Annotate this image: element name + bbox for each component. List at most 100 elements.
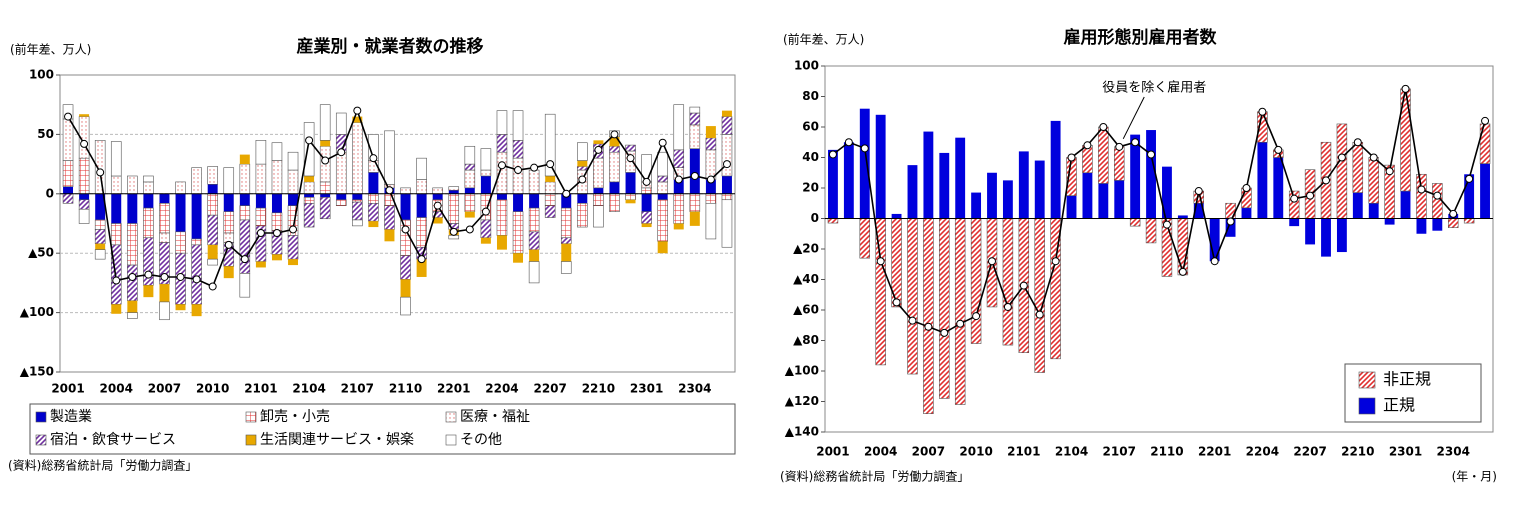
bar <box>577 160 588 167</box>
bar <box>496 199 508 236</box>
bar <box>480 148 492 171</box>
bar <box>143 285 154 298</box>
bar <box>1479 123 1491 164</box>
bar <box>255 207 267 227</box>
bar <box>400 219 411 256</box>
line-marker <box>1433 191 1442 200</box>
bar <box>1098 183 1109 219</box>
x-tick-label: 2107 <box>1103 445 1136 459</box>
bar <box>673 104 685 151</box>
annotation: 役員を除く雇用者 <box>1102 80 1206 96</box>
y-tick-label: ▲80 <box>793 333 819 347</box>
y-unit: (前年差、万人) <box>783 32 864 47</box>
bar <box>287 169 299 195</box>
bar <box>1002 218 1014 346</box>
bar <box>1352 141 1364 193</box>
bar <box>609 145 620 153</box>
bar <box>127 312 138 319</box>
bar <box>689 148 700 194</box>
bar <box>1018 151 1029 219</box>
source: (資料)総務省統計局「労働力調査」 <box>780 469 969 484</box>
bar <box>111 304 122 314</box>
bar <box>400 193 411 220</box>
bar <box>577 203 588 228</box>
legend-swatch <box>445 411 457 423</box>
line-marker <box>1242 184 1251 192</box>
y-tick-label: 100 <box>29 68 54 82</box>
legend-label: 宿泊・飲食サービス <box>50 431 176 448</box>
bar <box>609 136 620 147</box>
bar <box>544 193 556 206</box>
bar <box>891 213 902 219</box>
bar <box>1416 218 1427 234</box>
x-tick-label: 2104 <box>1055 445 1088 459</box>
bar <box>255 140 267 165</box>
bar <box>304 193 315 198</box>
bar <box>657 199 668 242</box>
bar <box>1257 142 1268 219</box>
line-marker <box>224 240 233 249</box>
bar <box>127 223 138 266</box>
line-marker <box>1178 267 1187 276</box>
line-marker <box>1131 138 1140 147</box>
bar <box>368 221 379 228</box>
bar <box>143 181 154 195</box>
legend-label: 正規 <box>1383 396 1415 415</box>
bar <box>127 193 138 224</box>
chart: 産業別・就業者数の推移(前年差、万人)(年・月)(資料)総務省統計局「労働力調査… <box>8 36 736 473</box>
bar <box>577 142 588 161</box>
line-marker <box>972 312 981 321</box>
plot-area <box>59 74 736 373</box>
bar <box>352 201 363 221</box>
bar <box>95 243 106 250</box>
line-marker <box>1306 191 1315 200</box>
line-marker <box>924 322 933 331</box>
line-marker <box>642 177 651 186</box>
bar <box>63 186 74 194</box>
bar <box>1002 180 1013 219</box>
bar <box>1289 218 1300 227</box>
x-unit: (年・月) <box>1452 470 1497 484</box>
bar <box>255 261 266 268</box>
bar <box>1305 218 1316 245</box>
bar <box>94 219 106 230</box>
bar <box>625 193 636 201</box>
line-marker <box>1194 187 1203 196</box>
line-marker <box>112 276 121 285</box>
line-marker <box>160 272 169 281</box>
bar <box>1145 218 1157 244</box>
bar <box>657 151 668 177</box>
bar <box>239 273 251 298</box>
bar <box>1130 134 1141 219</box>
x-tick-label: 2107 <box>341 382 374 396</box>
y-tick-label: ▲100 <box>785 364 819 378</box>
bar <box>1177 215 1188 219</box>
bar <box>528 207 540 233</box>
bar <box>560 237 572 244</box>
bar <box>255 163 267 195</box>
bar <box>1368 157 1379 204</box>
bar <box>432 193 443 200</box>
bar <box>287 235 299 260</box>
bar <box>1114 146 1125 181</box>
line-marker <box>610 130 619 139</box>
bar <box>191 193 202 239</box>
bar <box>336 193 347 200</box>
bar <box>239 219 251 274</box>
bar <box>1162 166 1172 219</box>
bar <box>191 244 202 305</box>
line-marker <box>690 171 699 180</box>
x-tick-label: 2204 <box>485 382 518 396</box>
bar <box>239 154 250 165</box>
line-marker <box>240 255 249 264</box>
line-marker <box>256 229 265 238</box>
y-tick-label: ▲20 <box>793 242 819 256</box>
x-tick-label: 2001 <box>816 445 849 459</box>
bar <box>544 181 556 195</box>
bar <box>496 110 508 135</box>
bar <box>1432 183 1443 219</box>
bar <box>657 193 668 200</box>
bar <box>400 296 411 316</box>
bar <box>673 149 685 168</box>
y-unit: (前年差、万人) <box>10 42 91 57</box>
